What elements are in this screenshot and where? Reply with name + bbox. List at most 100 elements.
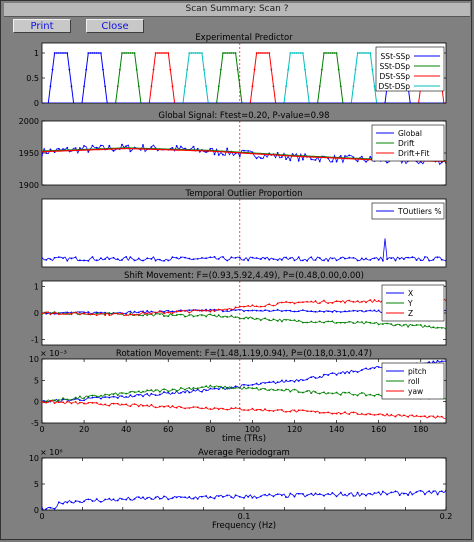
series-point bbox=[74, 256, 77, 259]
block-point bbox=[367, 52, 370, 54]
block-point bbox=[196, 52, 199, 54]
series-point bbox=[83, 399, 85, 402]
series-point bbox=[327, 310, 330, 313]
block-point bbox=[356, 52, 359, 54]
series-point bbox=[230, 256, 233, 259]
series-point bbox=[167, 498, 170, 501]
series-point bbox=[121, 312, 123, 314]
block-point bbox=[259, 52, 262, 54]
series-point bbox=[272, 304, 275, 307]
series-point bbox=[276, 493, 279, 496]
series-point bbox=[259, 305, 262, 308]
series-point bbox=[137, 257, 140, 260]
block-point bbox=[270, 68, 273, 71]
series-point bbox=[45, 508, 48, 510]
series-point bbox=[373, 309, 376, 312]
series-point bbox=[133, 403, 136, 406]
series-point bbox=[95, 395, 98, 398]
series-point bbox=[259, 319, 262, 322]
series-point bbox=[201, 314, 203, 316]
series-point bbox=[360, 257, 363, 260]
block-point bbox=[224, 52, 226, 54]
series-point bbox=[83, 402, 85, 405]
block-point bbox=[121, 52, 123, 54]
series-point bbox=[209, 310, 212, 313]
legend-label: Global bbox=[398, 129, 422, 138]
series-point bbox=[310, 256, 313, 259]
series-point bbox=[264, 493, 266, 496]
series-point bbox=[323, 311, 325, 313]
series-point bbox=[306, 378, 309, 381]
series-point bbox=[331, 160, 334, 163]
series-point bbox=[327, 302, 330, 305]
series-point bbox=[179, 392, 182, 394]
print-button[interactable]: Print bbox=[13, 19, 71, 33]
series-point bbox=[310, 392, 313, 395]
series-point bbox=[53, 507, 56, 510]
series-point bbox=[356, 300, 359, 302]
series-point bbox=[230, 387, 233, 390]
series-point bbox=[360, 300, 363, 303]
series-point bbox=[104, 396, 107, 398]
series-point bbox=[87, 498, 90, 501]
series-point bbox=[62, 257, 64, 260]
series-point bbox=[297, 159, 300, 162]
series-point bbox=[129, 256, 132, 259]
series-point bbox=[234, 385, 237, 388]
block-point bbox=[133, 52, 136, 54]
series-point bbox=[272, 309, 275, 312]
series-point bbox=[264, 408, 266, 411]
series-point bbox=[74, 147, 77, 150]
block-point bbox=[354, 68, 357, 71]
series-point bbox=[222, 310, 224, 313]
x-tick-label: 120 bbox=[287, 425, 302, 434]
series-point bbox=[331, 392, 334, 395]
series-point bbox=[53, 402, 56, 405]
block-point bbox=[360, 52, 363, 54]
block-point bbox=[352, 85, 355, 88]
y-tick-label: 0 bbox=[34, 398, 39, 407]
series-point bbox=[440, 258, 443, 261]
series-point bbox=[445, 397, 446, 400]
series-point bbox=[445, 360, 446, 363]
close-button[interactable]: Close bbox=[86, 19, 144, 33]
series-point bbox=[234, 406, 237, 409]
series-point bbox=[306, 321, 309, 324]
series-point bbox=[289, 257, 292, 259]
series-point bbox=[217, 408, 220, 411]
series-point bbox=[142, 311, 144, 314]
series-point bbox=[57, 256, 60, 259]
series-point bbox=[137, 390, 140, 393]
series-point bbox=[280, 389, 283, 391]
series-point bbox=[386, 413, 388, 416]
series-point bbox=[415, 324, 418, 326]
series-point bbox=[310, 410, 313, 413]
block-point bbox=[116, 85, 119, 88]
series-point bbox=[91, 256, 94, 258]
series-point bbox=[230, 314, 233, 317]
block-point bbox=[266, 52, 269, 54]
series-point bbox=[142, 395, 144, 398]
series-point bbox=[344, 372, 346, 375]
series-point bbox=[318, 302, 321, 305]
series-point bbox=[314, 321, 317, 324]
series-point bbox=[293, 259, 296, 262]
series-point bbox=[238, 155, 241, 158]
series-point bbox=[251, 317, 254, 320]
series-point bbox=[331, 372, 334, 375]
y-tick-label: 0 bbox=[34, 506, 39, 515]
series-point bbox=[167, 259, 170, 262]
series-point bbox=[394, 415, 397, 418]
x-tick-label: 160 bbox=[371, 425, 386, 434]
x-axis-label: Frequency (Hz) bbox=[212, 521, 276, 531]
series-point bbox=[243, 149, 245, 152]
series-point bbox=[310, 320, 313, 323]
series-point bbox=[62, 397, 64, 400]
series-point bbox=[158, 393, 161, 396]
series-point bbox=[276, 409, 279, 411]
series-point bbox=[125, 145, 128, 148]
series-point bbox=[45, 259, 48, 261]
series-point bbox=[373, 492, 376, 494]
block-point bbox=[226, 52, 229, 54]
series-point bbox=[83, 312, 85, 315]
